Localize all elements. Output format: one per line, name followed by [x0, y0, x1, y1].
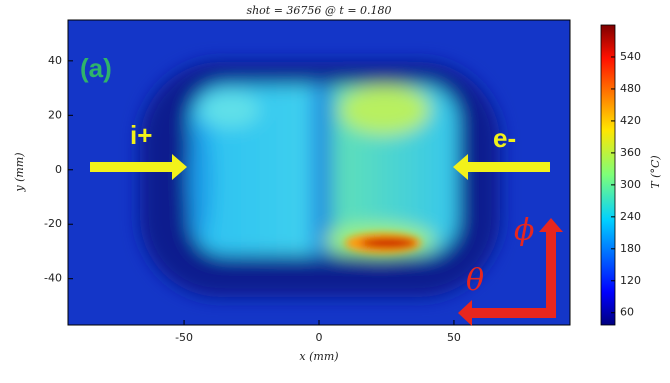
colorbar-tick-label: 60 [620, 306, 634, 319]
colorbar-tick-label: 300 [620, 178, 641, 191]
y-tick-label: -20 [44, 217, 62, 230]
annotation: e- [493, 123, 516, 153]
arrows [90, 154, 563, 326]
heatmap-image [68, 20, 570, 325]
annotation: θ [466, 263, 484, 298]
colorbar [600, 24, 616, 326]
colorbar-tick-label: 420 [620, 114, 641, 127]
colorbar-tick-label: 240 [620, 210, 641, 223]
y-tick-label: -40 [44, 272, 62, 285]
chart-title: shot = 36756 @ t = 0.180 [246, 4, 391, 17]
y-tick-label: 40 [48, 54, 62, 67]
colorbar-tick-label: 180 [620, 242, 641, 255]
y-tick-label: 20 [48, 108, 62, 121]
colorbar-tick-label: 120 [620, 274, 641, 287]
colorbar-tick-label: 540 [620, 50, 641, 63]
x-tick-label: 0 [316, 331, 323, 344]
x-axis-label: x (mm) [299, 350, 338, 363]
y-tick-label: 0 [55, 163, 62, 176]
y-axis-label: y (mm) [13, 152, 26, 192]
colorbar-tick-label: 480 [620, 82, 641, 95]
annotation: i+ [130, 120, 152, 150]
annotation: ϕ [514, 213, 534, 248]
x-tick-label: -50 [175, 331, 193, 344]
colorbar-tick-label: 360 [620, 146, 641, 159]
colorbar-label: T (°C) [649, 155, 662, 188]
annotation: (a) [80, 53, 112, 83]
x-tick-label: 50 [447, 331, 461, 344]
